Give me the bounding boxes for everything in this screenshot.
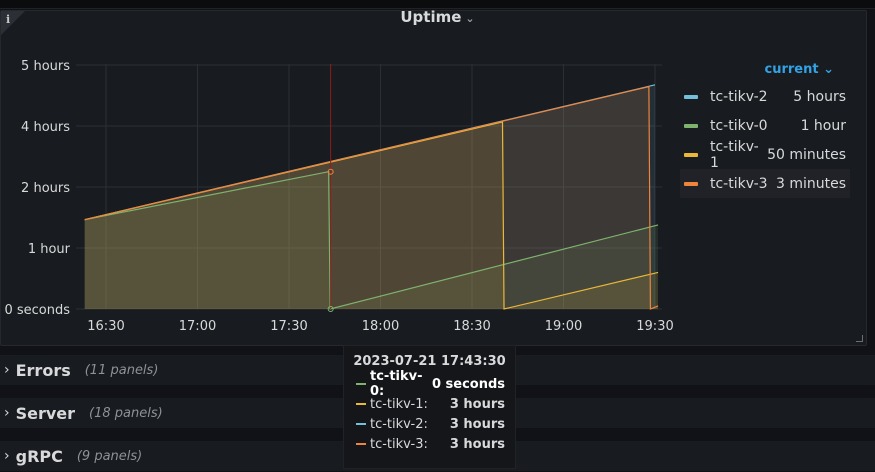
tooltip-time: 2023-07-21 17:43:30 <box>353 354 506 369</box>
legend-item-name[interactable]: tc-tikv-2 <box>710 88 768 105</box>
legend-header-label[interactable]: current <box>764 62 819 77</box>
panel-resize-handle[interactable] <box>856 335 863 342</box>
tooltip-swatch <box>356 383 366 385</box>
row-expand-chevron-icon[interactable]: › <box>4 448 10 464</box>
x-tick-label: 19:30 <box>636 319 673 334</box>
panel-title[interactable]: Uptime ⌄ <box>0 8 875 26</box>
row-title[interactable]: gRPC <box>15 446 63 466</box>
tooltip-item-value: 3 hours <box>449 416 505 432</box>
hover-point-marker <box>327 306 334 312</box>
legend-item-value: 50 minutes <box>767 146 846 163</box>
series-area-tc-tikv-2 <box>84 84 655 309</box>
legend-item[interactable]: tc-tikv-1 50 minutes <box>680 138 850 171</box>
hover-tooltip: 2023-07-21 17:43:30 tc-tikv-0: 0 seconds t… <box>343 345 516 469</box>
legend-swatch[interactable] <box>684 123 698 128</box>
row-panel-count: (9 panels) <box>76 448 143 464</box>
x-tick-label: 18:30 <box>453 319 490 334</box>
hover-point-marker <box>327 168 334 175</box>
info-icon[interactable]: i <box>6 13 11 26</box>
row-panel-count: (18 panels) <box>89 405 163 421</box>
tooltip-swatch <box>356 443 366 445</box>
series-line-tc-tikv-0 <box>84 170 659 310</box>
x-tick-label: 17:00 <box>179 319 216 334</box>
row-expand-chevron-icon[interactable]: › <box>4 362 10 378</box>
tooltip-item: tc-tikv-1: 3 hours <box>344 394 515 414</box>
legend-item-value: 1 hour <box>800 117 846 134</box>
legend-swatch[interactable] <box>684 152 698 157</box>
tooltip-item: tc-tikv-2: 3 hours <box>344 414 515 434</box>
panel-title-text[interactable]: Uptime <box>400 8 462 26</box>
row-panel-count: (11 panels) <box>84 362 159 378</box>
legend-item-name[interactable]: tc-tikv-1 <box>710 138 759 171</box>
legend-item[interactable]: tc-tikv-0 1 hour <box>680 111 850 140</box>
tooltip-item-name: tc-tikv-1: <box>370 396 428 412</box>
tooltip-item-name: tc-tikv-3: <box>370 436 428 452</box>
y-tick-label: 2 hours <box>21 181 70 196</box>
uptime-chart[interactable]: 0 seconds 1 hour 2 hours 4 hours 5 hours 16:3… <box>0 0 875 345</box>
y-tick-label: 0 seconds <box>4 303 70 318</box>
x-tick-label: 18:00 <box>362 319 399 334</box>
tooltip-item-value: 3 hours <box>449 436 505 452</box>
top-bar <box>0 0 875 9</box>
title-chevron-down-icon[interactable]: ⌄ <box>465 12 475 25</box>
tooltip-swatch <box>356 423 366 425</box>
row-title[interactable]: Errors <box>15 360 71 380</box>
tooltip-item: tc-tikv-0: 0 seconds <box>344 369 515 399</box>
x-tick-label: 16:30 <box>87 319 124 334</box>
tooltip-item-value: 3 hours <box>449 396 505 412</box>
y-tick-label: 5 hours <box>21 59 70 74</box>
series-area-tc-tikv-3 <box>84 86 659 309</box>
legend-sort-header[interactable]: current ⌄ <box>680 58 850 82</box>
row-expand-chevron-icon[interactable]: › <box>4 405 10 421</box>
legend-swatch[interactable] <box>684 94 698 99</box>
legend-swatch[interactable] <box>684 181 698 186</box>
tooltip-swatch <box>356 403 366 405</box>
tooltip-item-value: 0 seconds <box>431 376 505 392</box>
series-area-tc-tikv-1 <box>84 121 659 309</box>
legend-item-value: 3 minutes <box>775 175 846 192</box>
legend-item-value: 5 hours <box>793 88 846 105</box>
legend-item-name[interactable]: tc-tikv-0 <box>710 117 768 134</box>
series-line-tc-tikv-3 <box>84 85 659 310</box>
y-tick-label: 4 hours <box>21 120 70 135</box>
legend-item[interactable]: tc-tikv-3 3 minutes <box>680 169 850 198</box>
legend-sort-chevron-icon[interactable]: ⌄ <box>823 62 834 77</box>
series-area-tc-tikv-0 <box>84 171 659 309</box>
legend: current ⌄ tc-tikv-2 5 hours tc-tikv-0 1 hou… <box>680 58 850 198</box>
panel-info-corner[interactable] <box>1 11 25 35</box>
x-tick-label: 19:00 <box>545 319 582 334</box>
row-title[interactable]: Server <box>15 403 76 423</box>
legend-item[interactable]: tc-tikv-2 5 hours <box>680 82 850 111</box>
tooltip-item: tc-tikv-3: 3 hours <box>344 434 515 454</box>
y-tick-label: 1 hour <box>28 242 71 257</box>
legend-item-name[interactable]: tc-tikv-3 <box>710 175 768 192</box>
x-tick-label: 17:30 <box>270 319 307 334</box>
tooltip-item-name: tc-tikv-2: <box>370 416 428 432</box>
tooltip-item-name: tc-tikv-0: <box>370 369 423 399</box>
